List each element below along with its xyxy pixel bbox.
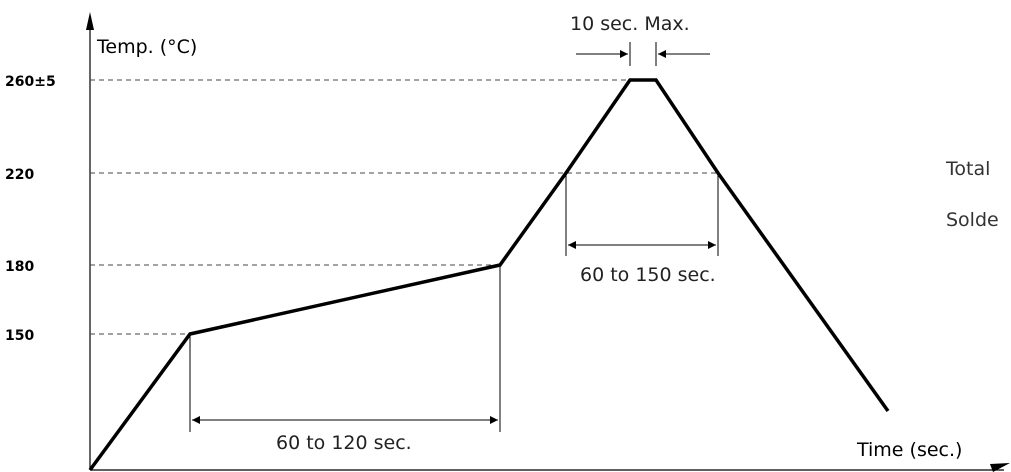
side-text-line-1: Total <box>945 158 990 180</box>
side-text-line-2: Solde <box>946 209 999 231</box>
y-axis-arrow-icon <box>86 12 94 30</box>
y-tick-label: 220 <box>5 167 34 183</box>
x-axis-title: Time (sec.) <box>856 439 962 461</box>
y-tick-label: 260±5 <box>5 74 56 90</box>
y-tick-label: 150 <box>5 328 34 344</box>
x-axis-arrow-icon <box>990 463 1010 472</box>
y-axis-title: Temp. (°C) <box>96 36 197 58</box>
preheat-duration-label: 60 to 120 sec. <box>276 432 412 454</box>
y-tick-label: 180 <box>5 259 34 275</box>
liquidus-duration-label: 60 to 150 sec. <box>580 264 716 286</box>
reflow-profile-line <box>88 78 890 472</box>
peak-duration-label: 10 sec. Max. <box>570 13 690 35</box>
